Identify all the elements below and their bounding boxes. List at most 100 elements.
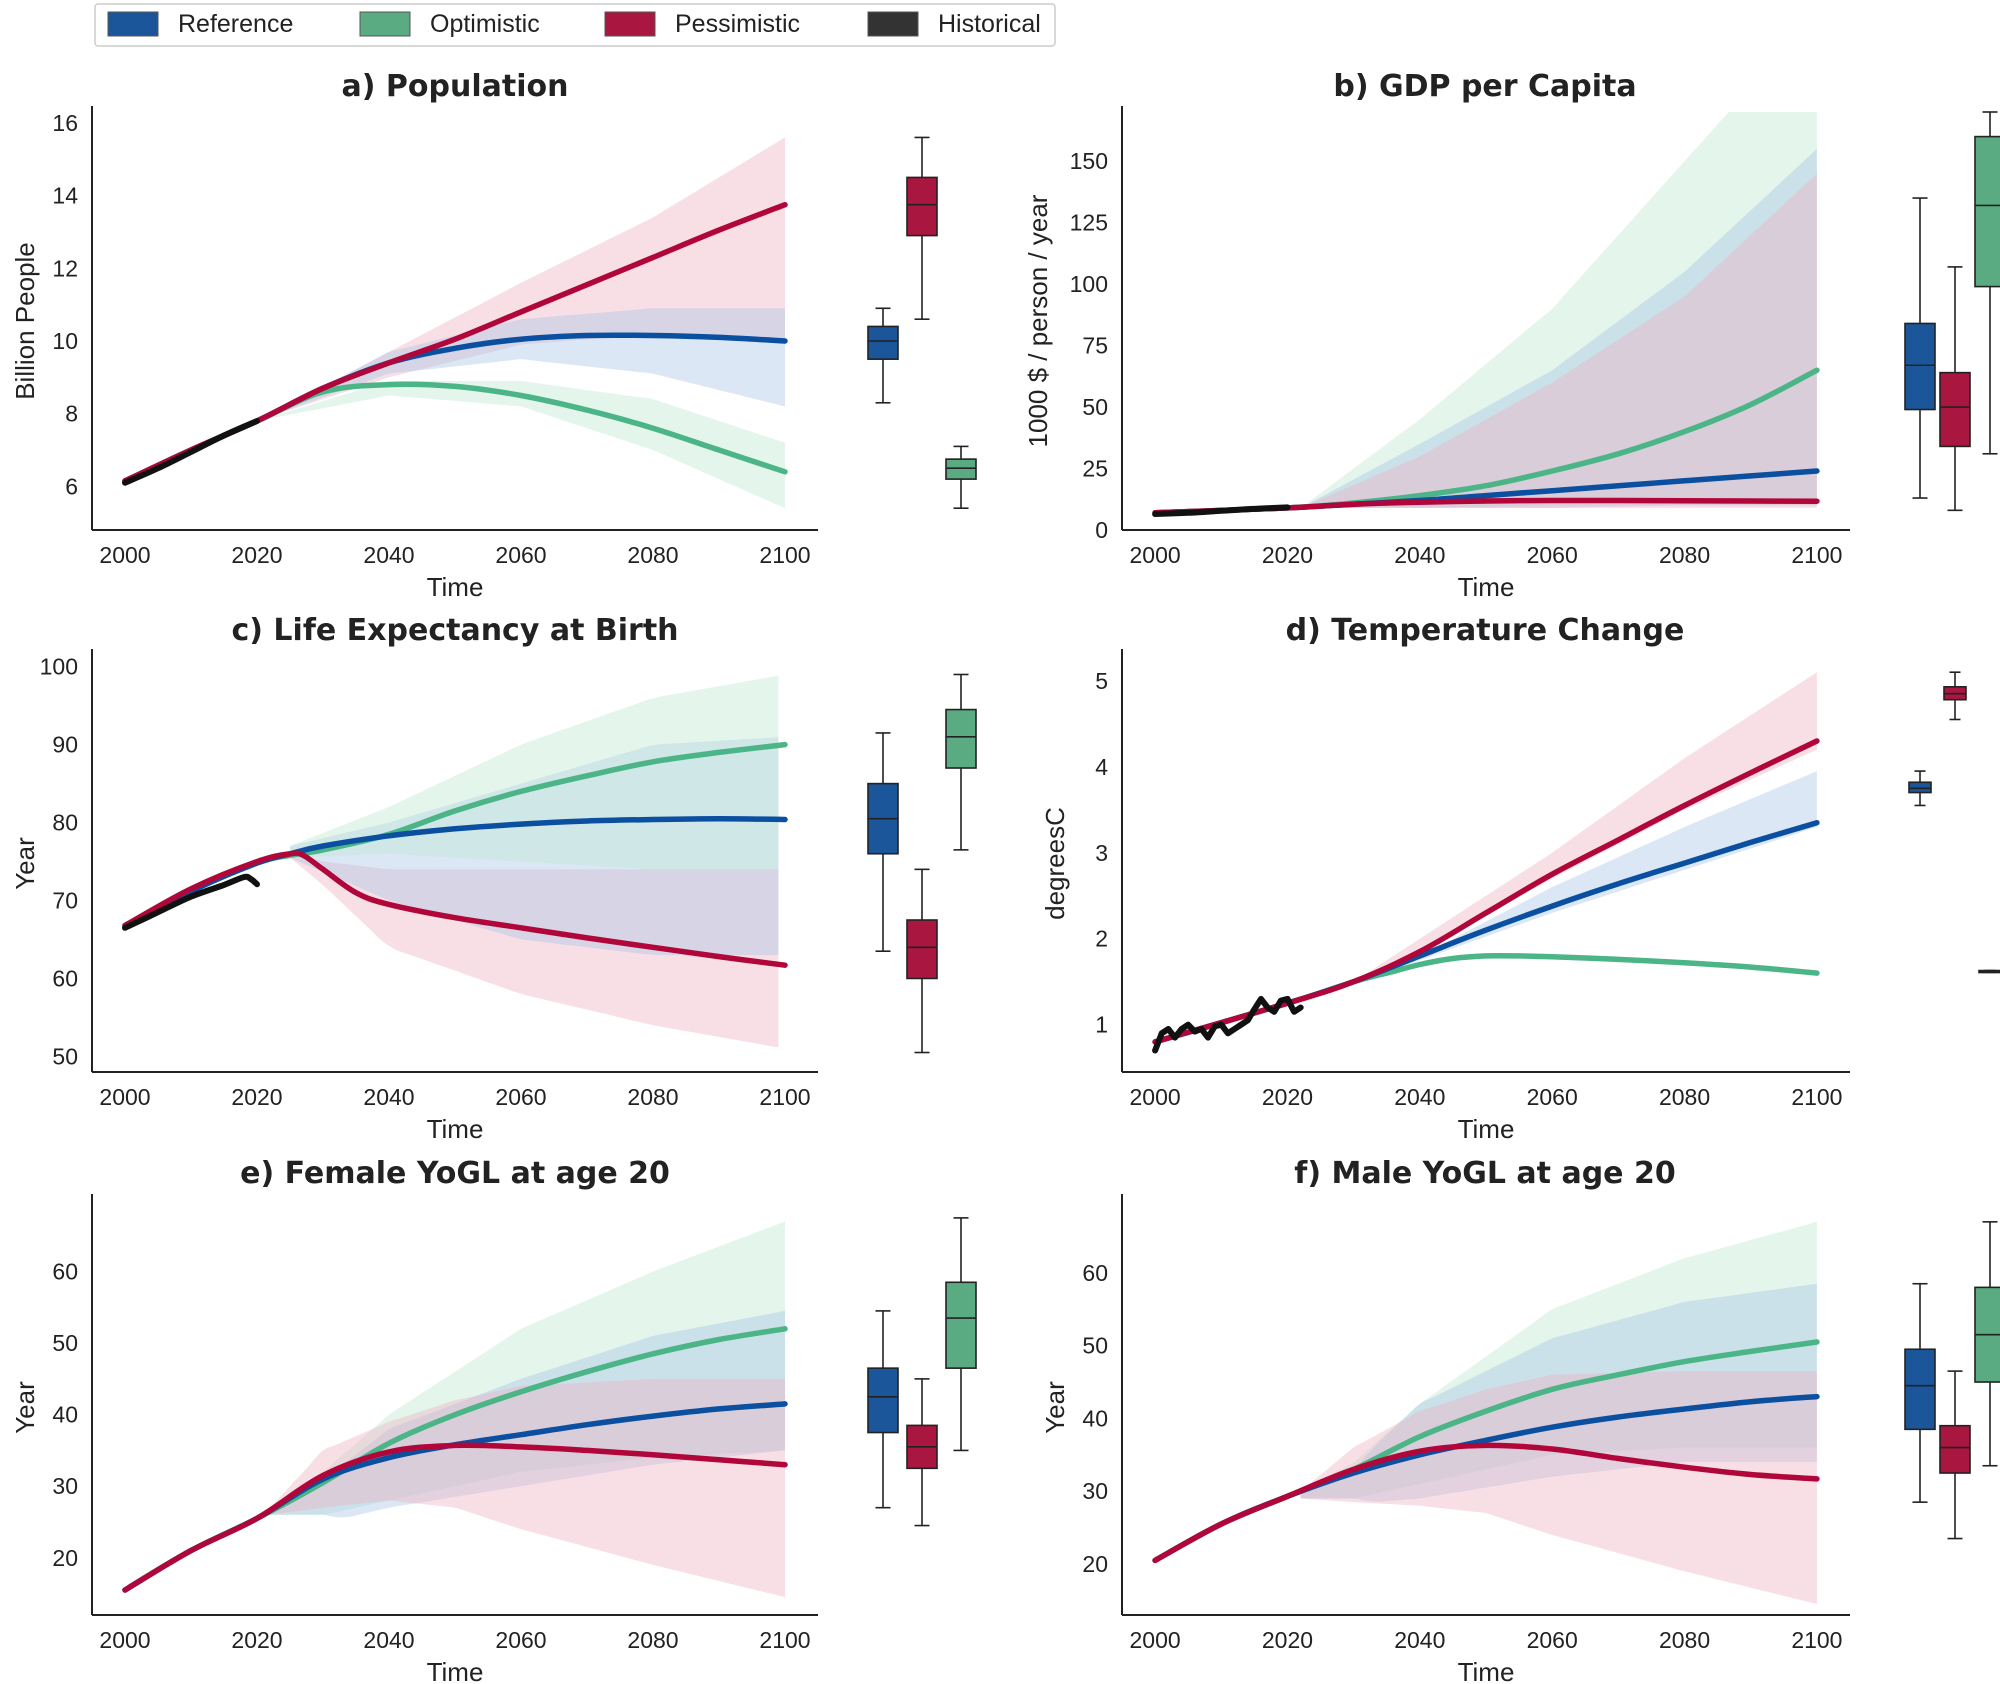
panel-title-temperature: d) Temperature Change bbox=[1286, 613, 1685, 648]
x-tick-label: 2020 bbox=[1262, 542, 1313, 568]
y-tick-label: 50 bbox=[52, 1330, 78, 1356]
boxplot-optimistic bbox=[1978, 969, 2000, 974]
y-tick-label: 50 bbox=[1082, 1333, 1108, 1359]
y-tick-label: 70 bbox=[52, 888, 78, 914]
legend-swatch-pessimistic bbox=[604, 11, 656, 37]
boxplot-reference bbox=[1904, 1282, 1936, 1503]
boxplot-pessimistic bbox=[1939, 266, 1971, 512]
y-tick-label: 16 bbox=[52, 110, 78, 136]
x-tick-label: 2040 bbox=[363, 542, 414, 568]
legend-item-optimistic: Optimistic bbox=[359, 10, 540, 38]
panel-gdp: b) GDP per Capita 2000 2020 2040 2060 2080 21… bbox=[1023, 69, 2000, 602]
x-tick-label: 2060 bbox=[495, 1627, 546, 1653]
y-tick-label: 2 bbox=[1095, 926, 1108, 952]
y-tick-label: 10 bbox=[52, 328, 78, 354]
y-axis-label-male: Year bbox=[1040, 1381, 1070, 1434]
y-tick-label: 8 bbox=[65, 401, 78, 427]
plot-gdp: 2000 2020 2040 2060 2080 2100 0 25 50 75 100 125 150… bbox=[1023, 106, 2000, 602]
boxplot-pessimistic bbox=[906, 136, 938, 320]
band-pessimistic bbox=[257, 137, 785, 421]
legend-label-optimistic: Optimistic bbox=[430, 10, 540, 38]
boxplots-population bbox=[867, 136, 977, 509]
band-reference bbox=[270, 1310, 785, 1518]
legend-item-pessimistic: Pessimistic bbox=[604, 10, 800, 38]
plot-temperature: 2000 2020 2040 2060 2080 2100 1 2 3 4 5 Time degrees… bbox=[1040, 649, 2000, 1144]
y-axis-label-population: Billion People bbox=[10, 242, 40, 400]
x-tick-label: 2100 bbox=[759, 1627, 810, 1653]
x-tick-label: 2080 bbox=[1659, 1084, 1710, 1110]
boxplot-pessimistic bbox=[1943, 671, 1967, 721]
y-tick-label: 125 bbox=[1070, 210, 1108, 236]
y-tick-label: 12 bbox=[52, 255, 78, 281]
legend-swatch-historical bbox=[867, 11, 919, 37]
y-tick-label: 60 bbox=[52, 1259, 78, 1285]
y-tick-label: 50 bbox=[1082, 394, 1108, 420]
y-tick-label: 1 bbox=[1095, 1012, 1108, 1038]
x-tick-label: 2040 bbox=[363, 1084, 414, 1110]
panel-title-female: e) Female YoGL at age 20 bbox=[240, 1156, 670, 1191]
band-pessimistic bbox=[270, 1378, 785, 1598]
boxplot-optimistic bbox=[945, 673, 977, 851]
legend-label-reference: Reference bbox=[178, 10, 293, 38]
boxplot-optimistic bbox=[945, 445, 977, 509]
y-tick-label: 50 bbox=[52, 1043, 78, 1069]
y-axis-label-female: Year bbox=[10, 1381, 40, 1434]
y-axis-label-life: Year bbox=[10, 837, 40, 890]
x-tick-label: 2100 bbox=[1791, 1084, 1842, 1110]
boxplot-reference bbox=[867, 1310, 899, 1509]
series-line-pessimistic bbox=[122, 850, 788, 968]
y-tick-label: 60 bbox=[52, 965, 78, 991]
x-axis-label-temperature: Time bbox=[1458, 1114, 1515, 1144]
x-axis-label-population: Time bbox=[427, 572, 484, 602]
y-tick-label: 25 bbox=[1082, 456, 1108, 482]
plot-male: 2000 2020 2040 2060 2080 2100 20 30 40 50 60 Time Ye… bbox=[1040, 1194, 2000, 1684]
boxplot-optimistic bbox=[1974, 111, 2000, 455]
y-tick-label: 5 bbox=[1095, 668, 1108, 694]
x-tick-label: 2020 bbox=[1262, 1084, 1313, 1110]
legend-frame bbox=[94, 3, 1056, 47]
x-tick-label: 2060 bbox=[1527, 1627, 1578, 1653]
legend-label-historical: Historical bbox=[938, 10, 1041, 38]
boxplots-temperature bbox=[1908, 671, 2000, 974]
boxplot-reference bbox=[1904, 197, 1936, 499]
plot-area-life bbox=[122, 675, 788, 1048]
y-tick-label: 6 bbox=[65, 473, 78, 499]
x-tick-label: 2100 bbox=[759, 542, 810, 568]
x-tick-label: 2040 bbox=[1394, 1084, 1445, 1110]
x-tick-label: 2080 bbox=[627, 542, 678, 568]
y-tick-label: 150 bbox=[1070, 148, 1108, 174]
x-tick-label: 2080 bbox=[1659, 542, 1710, 568]
y-tick-label: 0 bbox=[1095, 517, 1108, 543]
x-tick-label: 2020 bbox=[231, 542, 282, 568]
x-tick-label: 2000 bbox=[1130, 542, 1181, 568]
x-tick-label: 2100 bbox=[1791, 542, 1842, 568]
legend: Reference Optimistic Pessimistic Histori… bbox=[94, 3, 1056, 47]
series-line-historical bbox=[1152, 504, 1291, 517]
x-tick-label: 2080 bbox=[627, 1084, 678, 1110]
x-tick-label: 2060 bbox=[1527, 1084, 1578, 1110]
x-tick-label: 2040 bbox=[1394, 542, 1445, 568]
series-line-pessimistic bbox=[1152, 497, 1820, 516]
plot-female: 2000 2020 2040 2060 2080 2100 20 30 40 50 60 Time Ye… bbox=[10, 1194, 977, 1684]
panel-male: f) Male YoGL at age 20 2000 2020 2040 2060 2… bbox=[1040, 1156, 2000, 1684]
boxplot-optimistic bbox=[945, 1217, 977, 1452]
plot-area-temperature bbox=[1152, 672, 1820, 1054]
band-reference bbox=[1300, 148, 1817, 508]
x-axis-label-gdp: Time bbox=[1458, 572, 1515, 602]
band-reference bbox=[1353, 771, 1817, 982]
x-tick-label: 2020 bbox=[231, 1627, 282, 1653]
y-tick-label: 4 bbox=[1095, 754, 1108, 780]
series-line-pessimistic bbox=[1152, 1442, 1820, 1564]
series-line-historical bbox=[1152, 995, 1304, 1054]
legend-item-reference: Reference bbox=[107, 10, 293, 38]
x-tick-label: 2060 bbox=[495, 542, 546, 568]
x-axis-label-female: Time bbox=[427, 1657, 484, 1684]
series-line-historical bbox=[122, 873, 260, 931]
x-tick-label: 2060 bbox=[495, 1084, 546, 1110]
panel-title-life: c) Life Expectancy at Birth bbox=[231, 613, 678, 648]
band-optimistic bbox=[1300, 112, 1817, 508]
y-tick-label: 90 bbox=[52, 732, 78, 758]
y-tick-label: 30 bbox=[1082, 1478, 1108, 1504]
boxplot-pessimistic bbox=[1939, 1370, 1971, 1540]
